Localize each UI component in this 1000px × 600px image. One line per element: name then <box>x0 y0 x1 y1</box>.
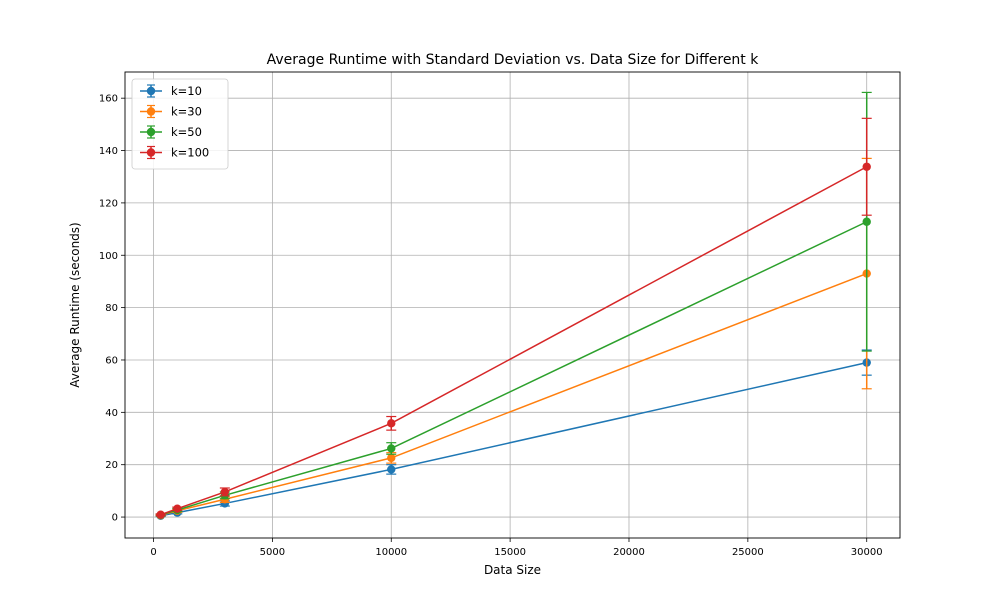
legend-marker <box>146 148 156 157</box>
legend-marker <box>146 127 156 137</box>
legend-item: k=30 <box>140 105 202 119</box>
series-layer <box>155 91 872 520</box>
legend-box <box>131 78 229 170</box>
y-axis-label: Average Runtime (seconds) <box>68 222 82 387</box>
data-point <box>173 504 182 513</box>
legend-marker <box>146 107 156 116</box>
legend-item: k=10 <box>140 84 202 98</box>
data-point <box>387 465 396 474</box>
y-tick-label: 40 <box>105 408 118 419</box>
legend-label: k=50 <box>171 125 202 139</box>
legend-label: k=10 <box>171 84 202 98</box>
y-tick-label: 160 <box>99 94 118 105</box>
data-point <box>387 444 396 453</box>
x-tick-label: 15000 <box>494 547 526 558</box>
chart-title: Average Runtime with Standard Deviation … <box>267 52 760 68</box>
data-point <box>387 453 396 463</box>
y-tick-label: 0 <box>112 513 118 524</box>
y-tick-label: 20 <box>105 460 118 471</box>
x-axis-label: Data Size <box>484 563 541 577</box>
data-point <box>862 217 871 226</box>
plot-frame <box>124 71 901 539</box>
legend-item: k=50 <box>140 125 202 139</box>
y-tick-label: 80 <box>105 303 118 314</box>
x-tick-label: 10000 <box>375 547 407 558</box>
x-tick-label: 0 <box>150 547 156 558</box>
y-tick-label: 100 <box>99 251 118 262</box>
legend: k=10 k=30 k=50 k=100 <box>131 78 229 170</box>
axis-ticks: 0 5000 10000 15000 20000 25000 30000 0 20 40 60 80 1… <box>99 94 883 558</box>
x-tick-label: 20000 <box>613 547 645 558</box>
data-point <box>156 510 165 519</box>
x-tick-label: 30000 <box>851 547 883 558</box>
legend-marker <box>146 86 156 96</box>
y-tick-label: 60 <box>105 355 118 366</box>
legend-label: k=30 <box>171 105 202 119</box>
data-point <box>220 487 230 497</box>
y-tick-label: 140 <box>99 146 118 157</box>
grid <box>125 72 900 538</box>
x-tick-label: 5000 <box>260 547 285 558</box>
legend-item: k=100 <box>140 146 209 160</box>
legend-label: k=100 <box>171 146 209 160</box>
x-tick-label: 25000 <box>732 547 764 558</box>
y-tick-label: 120 <box>99 198 118 209</box>
series-k-100 <box>155 117 872 519</box>
data-point <box>387 419 396 428</box>
data-point <box>862 162 871 171</box>
